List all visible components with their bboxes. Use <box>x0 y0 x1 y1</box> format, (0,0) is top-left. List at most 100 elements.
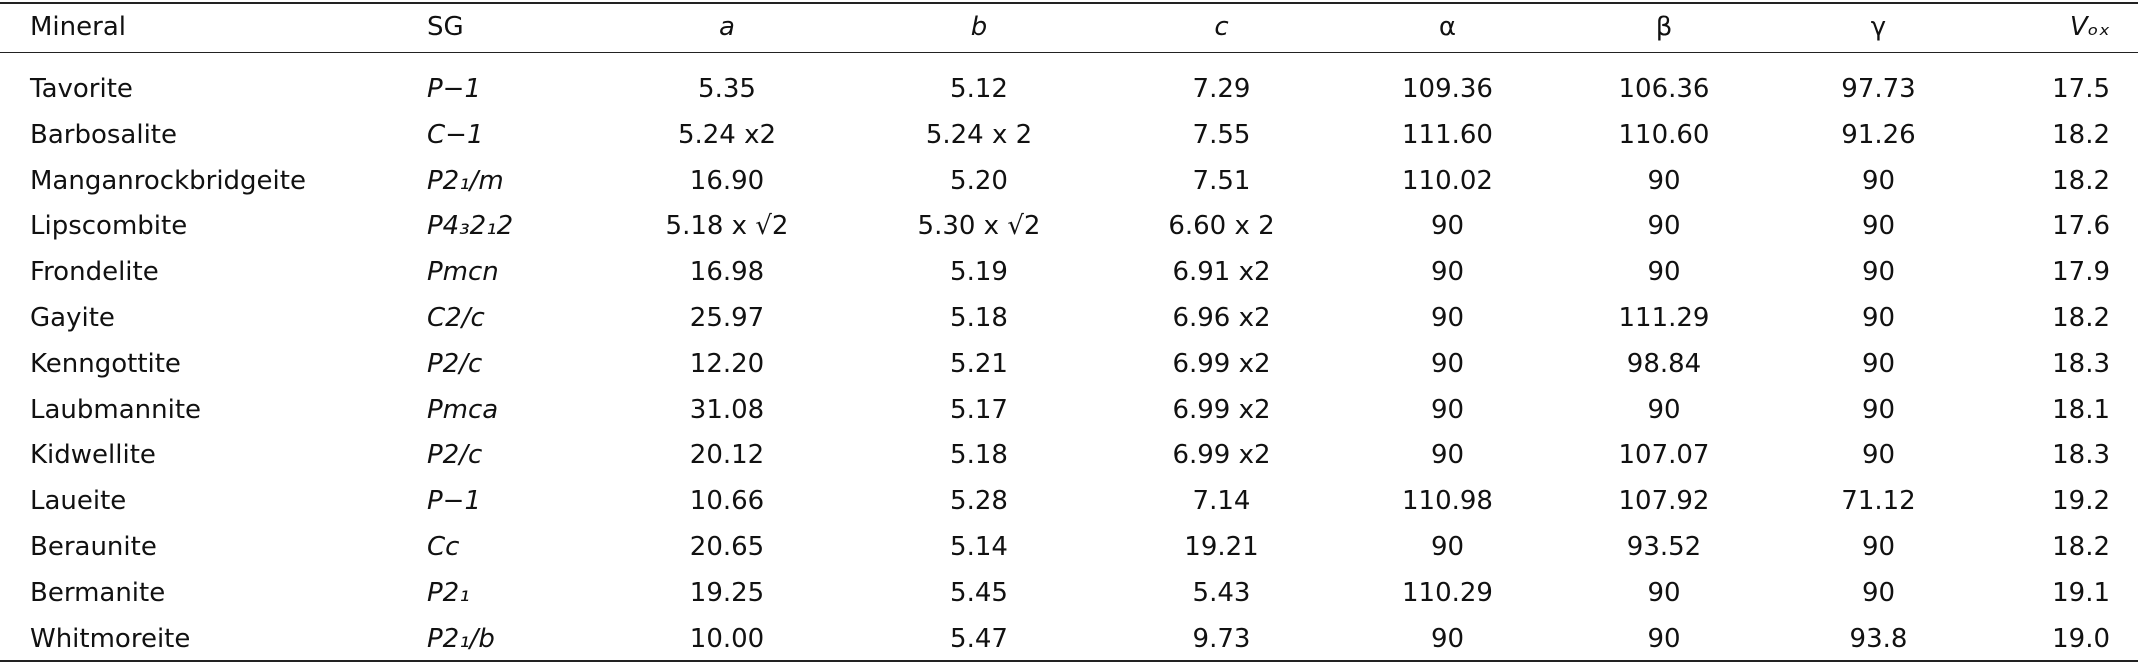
table-cell: 5.18 x √2 <box>665 211 789 242</box>
table-cell: 5.12 <box>950 74 1008 104</box>
table-cell: 10.66 <box>689 486 765 517</box>
table-cell: 5.47 <box>950 623 1008 654</box>
mineral-name: Laubmannite <box>30 394 202 425</box>
table-cell: 110.02 <box>1402 165 1493 196</box>
space-group: C−1 <box>427 119 484 150</box>
bottom-rule <box>0 660 2138 662</box>
table-cell: 90 <box>1861 348 1896 379</box>
table-cell: 90 <box>1430 440 1465 471</box>
table-cell: 107.92 <box>1618 486 1710 517</box>
mineral-name: Barbosalite <box>30 119 177 150</box>
space-group: Cc <box>427 532 460 562</box>
table-cell: 90 <box>1861 303 1896 333</box>
table-cell: 97.73 <box>1841 74 1916 104</box>
table-cell: 90 <box>1647 623 1681 654</box>
header-rule <box>0 52 2138 53</box>
space-group: P2₁/b <box>427 623 495 654</box>
table-cell: 19.21 <box>1184 532 1259 562</box>
table-cell: 109.36 <box>1402 74 1493 104</box>
space-group: P−1 <box>427 486 482 517</box>
mineral-name: Kenngottite <box>30 348 181 379</box>
table-cell: 19.2 <box>2052 486 2110 517</box>
table-cell: 18.2 <box>2052 532 2110 562</box>
table-cell: 12.20 <box>689 348 765 379</box>
table-cell: 5.14 <box>950 532 1008 562</box>
table-cell: 71.12 <box>1841 486 1916 517</box>
table-cell: 16.90 <box>689 165 765 196</box>
table-cell: 5.21 <box>950 348 1008 379</box>
table-cell: 90 <box>1861 577 1896 608</box>
header-cell: γ <box>1870 12 1887 42</box>
table-cell: 6.99 x2 <box>1172 440 1271 471</box>
table-cell: 5.35 <box>698 74 756 104</box>
table-cell: 5.45 <box>950 577 1008 608</box>
table-cell: 6.91 x2 <box>1172 257 1271 288</box>
table-cell: 18.3 <box>2052 440 2110 471</box>
table-cell: 90 <box>1647 211 1681 242</box>
header-cell: SG <box>427 12 464 42</box>
table-cell: 111.29 <box>1618 303 1710 333</box>
table-cell: 31.08 <box>689 394 765 425</box>
table-cell: 7.51 <box>1192 165 1251 196</box>
table-cell: 19.25 <box>689 577 765 608</box>
table-cell: 6.99 x2 <box>1172 394 1271 425</box>
table-cell: 90 <box>1647 394 1681 425</box>
table-cell: 5.20 <box>950 165 1008 196</box>
mineral-name: Lipscombite <box>30 211 188 242</box>
table-cell: 90 <box>1861 257 1896 288</box>
space-group: P4₃2₁2 <box>427 211 514 242</box>
table-cell: 5.30 x √2 <box>917 211 1041 242</box>
table-cell: 5.43 <box>1192 577 1251 608</box>
table-cell: 90 <box>1430 532 1465 562</box>
table-cell: 9.73 <box>1192 623 1251 654</box>
table-cell: 90 <box>1430 211 1465 242</box>
space-group: P2/c <box>427 440 483 471</box>
table-cell: 18.3 <box>2052 348 2110 379</box>
table-cell: 5.24 x 2 <box>925 119 1033 150</box>
header-cell: Mineral <box>30 12 126 42</box>
space-group: P−1 <box>427 74 482 104</box>
table-cell: 20.12 <box>689 440 765 471</box>
table-cell: 5.17 <box>950 394 1008 425</box>
table-cell: 17.5 <box>2052 74 2110 104</box>
table-cell: 90 <box>1430 623 1465 654</box>
mineral-name: Kidwellite <box>30 440 156 471</box>
header-cell: Vₒₓ <box>2069 12 2110 42</box>
table-cell: 6.99 x2 <box>1172 348 1271 379</box>
table-cell: 7.14 <box>1192 486 1251 517</box>
table-cell: 7.55 <box>1192 119 1251 150</box>
mineral-name: Tavorite <box>30 74 133 104</box>
top-rule <box>0 2 2138 4</box>
mineral-name: Frondelite <box>30 257 159 288</box>
table-cell: 90 <box>1430 348 1465 379</box>
space-group: C2/c <box>427 303 485 333</box>
mineral-name: Bermanite <box>30 577 166 608</box>
table-cell: 17.6 <box>2052 211 2110 242</box>
mineral-name: Beraunite <box>30 532 157 562</box>
table-cell: 5.28 <box>950 486 1008 517</box>
table-cell: 5.18 <box>950 303 1008 333</box>
table-cell: 5.18 <box>950 440 1008 471</box>
table-cell: 90 <box>1430 257 1465 288</box>
table-cell: 107.07 <box>1618 440 1710 471</box>
mineral-name: Gayite <box>30 303 115 333</box>
table-cell: 5.24 x2 <box>677 119 777 150</box>
table-cell: 90 <box>1861 394 1896 425</box>
table-cell: 18.2 <box>2052 303 2110 333</box>
header-cell: a <box>719 12 735 42</box>
table-cell: 90 <box>1861 532 1896 562</box>
table-cell: 93.52 <box>1626 532 1702 562</box>
table-cell: 18.2 <box>2052 119 2110 150</box>
table-cell: 18.1 <box>2052 394 2110 425</box>
space-group: Pmca <box>427 394 499 425</box>
table-cell: 90 <box>1430 394 1465 425</box>
table-cell: 6.60 x 2 <box>1168 211 1275 242</box>
table-cell: 110.60 <box>1618 119 1710 150</box>
table-cell: 90 <box>1647 577 1681 608</box>
table-cell: 91.26 <box>1841 119 1916 150</box>
mineral-name: Laueite <box>30 486 127 517</box>
header-cell: c <box>1214 12 1229 42</box>
space-group: P2/c <box>427 348 483 379</box>
mineral-name: Manganrockbridgeite <box>30 165 306 196</box>
